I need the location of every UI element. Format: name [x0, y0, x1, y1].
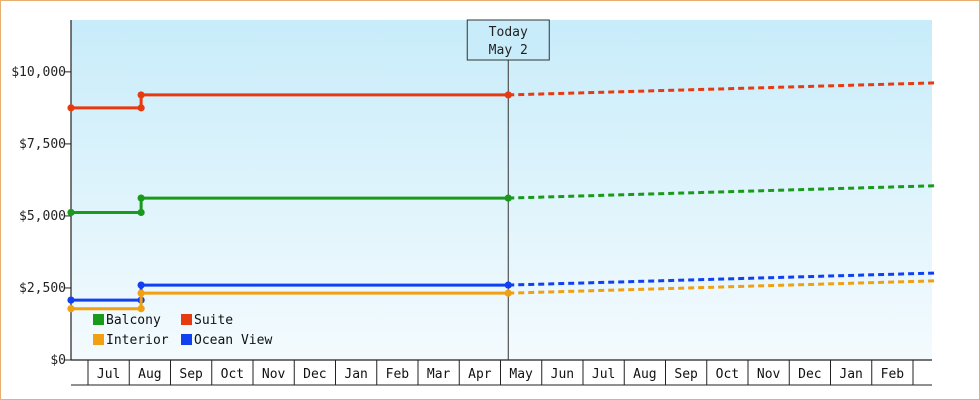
- series: [67, 81, 938, 313]
- month-label: Jan: [344, 367, 367, 382]
- month-label: Jul: [97, 367, 120, 382]
- y-tick-label: $2,500: [19, 281, 66, 296]
- legend-swatch: [93, 334, 104, 345]
- data-point: [504, 194, 512, 202]
- month-label: Oct: [716, 367, 739, 382]
- today-date: May 2: [489, 43, 528, 58]
- data-point: [137, 305, 145, 313]
- data-point: [137, 104, 145, 112]
- today-label: Today: [489, 25, 528, 40]
- data-point: [67, 296, 75, 304]
- legend-label: Ocean View: [194, 333, 272, 348]
- month-label: Jan: [839, 367, 862, 382]
- y-tick-label: $0: [50, 353, 66, 368]
- data-point: [137, 91, 145, 99]
- month-label: Aug: [633, 367, 656, 382]
- data-point: [67, 208, 75, 217]
- data-point: [137, 281, 145, 289]
- series-forecast-suite: [508, 81, 938, 97]
- month-label: Sep: [179, 367, 203, 382]
- series-forecast-ocean-view: [508, 271, 938, 287]
- data-point: [137, 194, 145, 202]
- series-line-suite: [71, 93, 509, 110]
- month-label: Dec: [303, 367, 326, 382]
- data-point: [504, 91, 512, 99]
- legend-swatch: [181, 314, 192, 325]
- month-label: Dec: [798, 367, 821, 382]
- y-tick-label: $5,000: [19, 209, 66, 224]
- data-point: [504, 289, 512, 297]
- legend-swatch: [93, 314, 104, 325]
- legend: Balcony Suite Interior Ocean View: [93, 313, 272, 348]
- today-box: [466, 19, 550, 61]
- y-tick-label: $10,000: [11, 65, 66, 80]
- legend-label: Suite: [194, 313, 233, 328]
- month-label: Sep: [674, 367, 698, 382]
- today-marker: Today May 2: [466, 19, 550, 360]
- month-label: Oct: [221, 367, 244, 382]
- data-point: [137, 289, 145, 297]
- legend-label: Interior: [106, 333, 169, 348]
- data-point: [67, 104, 75, 112]
- series-line-balcony: [71, 196, 509, 214]
- month-label: Mar: [427, 367, 451, 382]
- month-label: May: [509, 367, 533, 382]
- month-label: Jun: [551, 367, 574, 382]
- data-point: [137, 208, 145, 217]
- data-point: [504, 281, 512, 289]
- x-axis: Jul Aug Sep Oct Nov Dec Jan Feb Mar Apr May Jun Jul A…: [71, 359, 932, 386]
- series-line-interior: [71, 291, 509, 311]
- y-tick-label: $7,500: [19, 137, 66, 152]
- month-label: Feb: [881, 367, 905, 382]
- y-axis: $0 $2,500 $5,000 $7,500 $10,000: [11, 20, 72, 368]
- series-forecast-balcony: [508, 184, 938, 200]
- data-point: [67, 305, 75, 313]
- month-label: Jul: [592, 367, 615, 382]
- series-forecast-interior: [508, 279, 938, 295]
- legend-swatch: [181, 334, 192, 345]
- month-label: Nov: [757, 367, 781, 382]
- month-label: Feb: [386, 367, 410, 382]
- month-label: Apr: [468, 367, 492, 382]
- month-label: Aug: [138, 367, 161, 382]
- month-label: Nov: [262, 367, 286, 382]
- legend-label: Balcony: [106, 313, 161, 328]
